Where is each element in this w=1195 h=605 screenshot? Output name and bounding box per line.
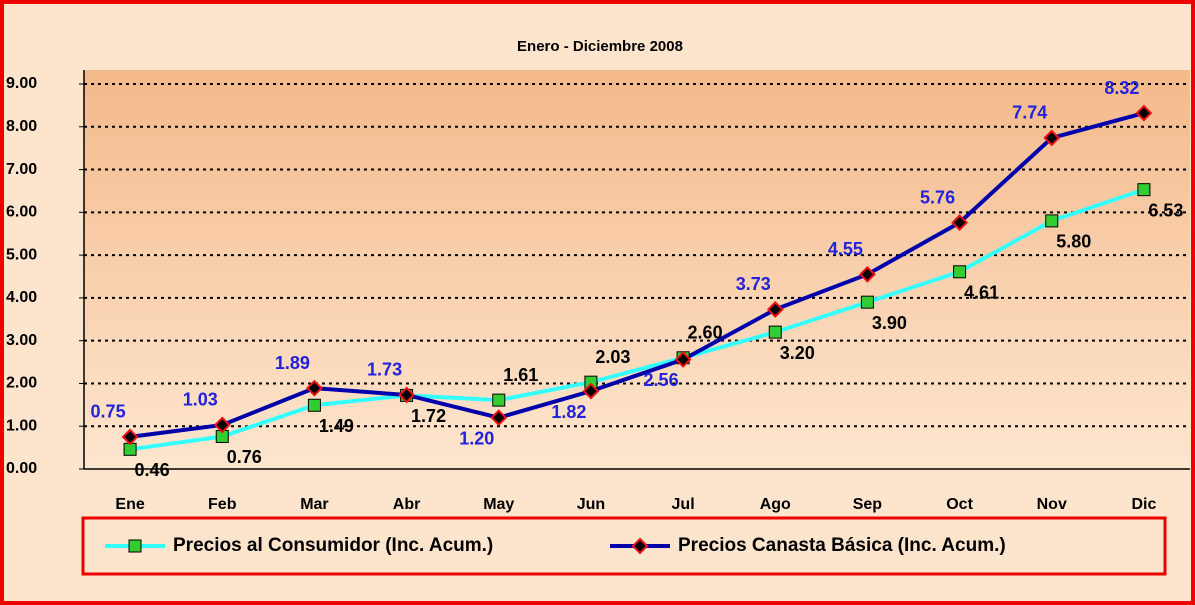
data-label: 7.74 [1012, 103, 1047, 123]
data-label: 0.46 [135, 460, 170, 480]
y-tick-label: 8.00 [6, 118, 37, 135]
x-tick-label: Ene [115, 496, 144, 513]
x-tick-label: Nov [1037, 496, 1067, 513]
x-tick-label: Oct [946, 496, 973, 513]
y-tick-label: 5.00 [6, 246, 37, 263]
data-label: 3.90 [872, 313, 907, 333]
point-marker [953, 265, 967, 279]
x-tick-label: Jun [577, 496, 605, 513]
plot-area [84, 70, 1190, 469]
point-marker [492, 393, 506, 407]
point-marker [398, 386, 415, 404]
point-marker [951, 214, 968, 232]
data-label: 8.32 [1104, 78, 1139, 98]
point-marker [859, 265, 876, 283]
y-tick-label: 7.00 [6, 161, 37, 178]
x-tick-label: Mar [300, 496, 328, 513]
data-label: 0.76 [227, 447, 262, 467]
point-marker [490, 409, 508, 427]
legend-label: Precios Canasta Básica (Inc. Acum.) [678, 535, 1006, 556]
data-label: 4.55 [828, 239, 863, 259]
series-line [129, 187, 1145, 452]
data-label: 1.20 [459, 428, 494, 448]
point-marker [582, 382, 600, 400]
legend-marker [631, 537, 649, 555]
legend-label: Precios al Consumidor (Inc. Acum.) [173, 535, 493, 556]
x-tick-label: Sep [853, 496, 883, 513]
data-label: 0.75 [91, 402, 126, 422]
data-label: 1.03 [183, 390, 218, 410]
data-label: 2.03 [595, 347, 630, 367]
point-marker [306, 379, 323, 397]
x-tick-label: Feb [208, 496, 237, 513]
point-marker [307, 398, 321, 412]
point-marker [1137, 183, 1151, 197]
y-tick-label: 9.00 [6, 75, 37, 92]
y-tick-label: 6.00 [6, 204, 37, 221]
data-label: 2.60 [688, 323, 723, 343]
point-marker [860, 295, 874, 309]
x-tick-label: Abr [393, 496, 421, 513]
point-marker [1043, 129, 1061, 147]
data-label: 2.56 [644, 370, 679, 390]
data-label: 6.53 [1148, 200, 1183, 220]
y-tick-label: 0.00 [6, 460, 37, 477]
y-tick-label: 2.00 [6, 375, 37, 392]
chart-title: Enero - Diciembre 2008 [517, 38, 683, 55]
data-label: 1.82 [551, 402, 586, 422]
point-marker [1045, 214, 1059, 228]
data-label: 1.89 [275, 353, 310, 373]
y-tick-label: 1.00 [6, 417, 37, 434]
series-line [129, 111, 1145, 439]
point-marker [768, 325, 782, 339]
y-tick-label: 3.00 [6, 332, 37, 349]
y-tick-label: 4.00 [6, 289, 37, 306]
point-marker [121, 428, 139, 446]
data-label: 3.20 [780, 343, 815, 363]
data-label: 5.80 [1056, 232, 1091, 252]
x-tick-label: Jul [672, 496, 695, 513]
point-marker [766, 301, 784, 318]
point-marker [213, 416, 231, 434]
x-tick-label: Dic [1131, 496, 1156, 513]
x-tick-label: Ago [760, 496, 791, 513]
data-label: 1.72 [411, 406, 446, 426]
x-tick-label: May [483, 496, 514, 513]
data-label: 3.73 [736, 274, 771, 294]
data-label: 1.49 [319, 416, 354, 436]
point-marker [674, 351, 692, 368]
data-label: 4.61 [964, 283, 999, 303]
data-label: 1.61 [503, 365, 538, 385]
point-marker [1135, 104, 1153, 122]
data-label: 5.76 [920, 187, 955, 207]
data-label: 1.73 [367, 360, 402, 380]
legend-marker [128, 539, 142, 553]
